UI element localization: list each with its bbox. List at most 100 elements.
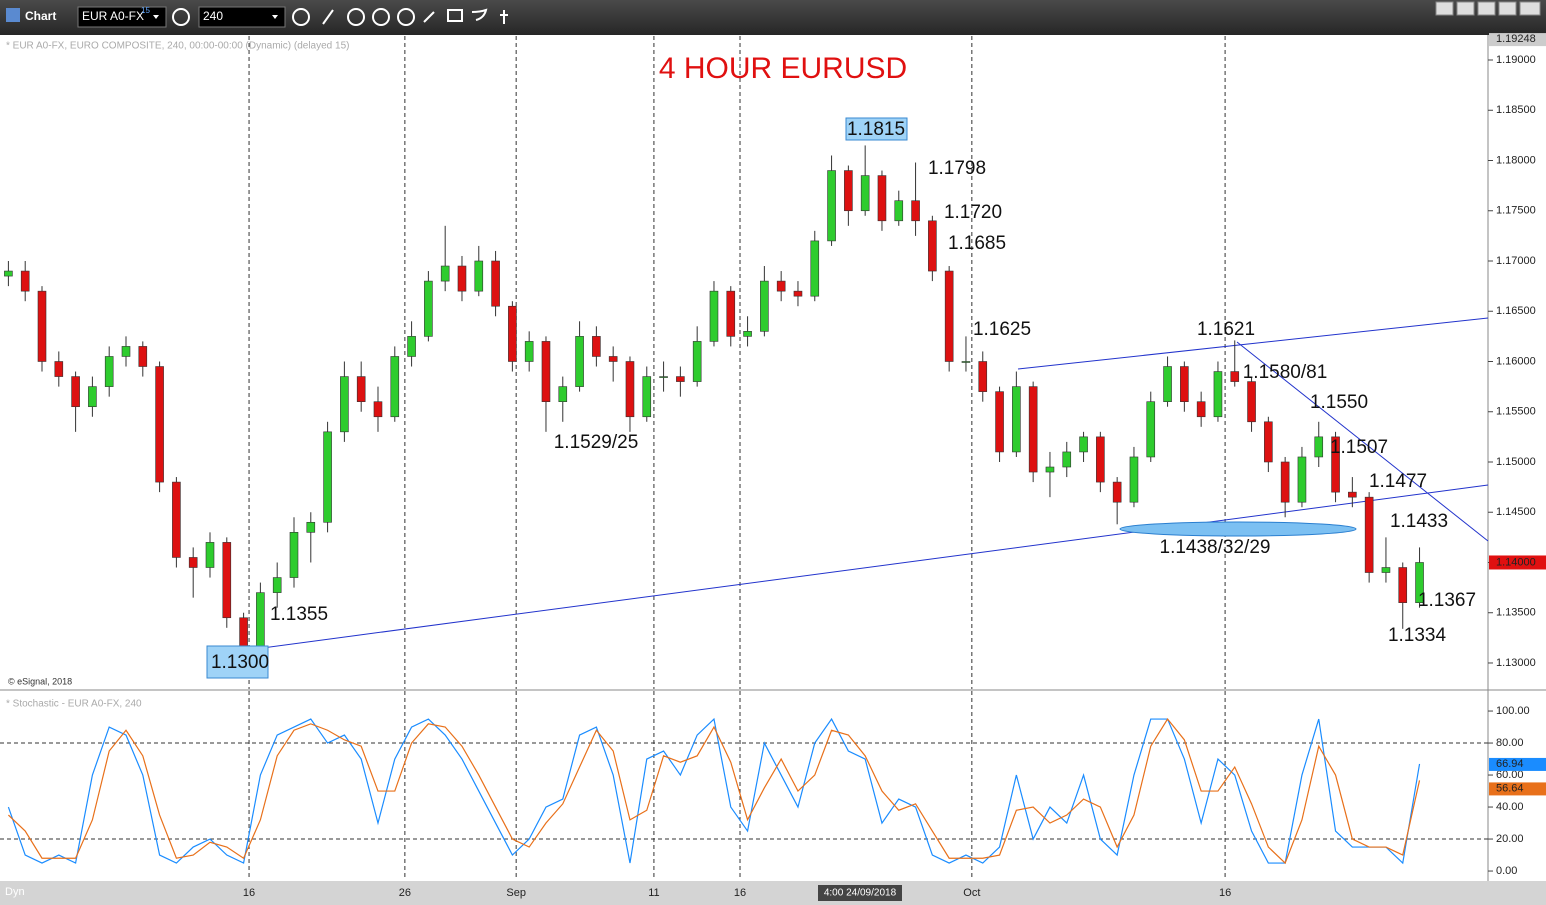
annotation: 1.1798 [928, 158, 986, 179]
candle-body [37, 290, 47, 362]
last-value-label: 56.64 [1496, 782, 1524, 794]
candle-body [289, 532, 299, 578]
candle-body [222, 542, 232, 619]
annotation: 1.1334 [1388, 625, 1447, 646]
symbol-box[interactable] [77, 6, 167, 28]
candle-body [272, 577, 282, 593]
candle-body [104, 356, 114, 387]
dropdown-arrow[interactable] [153, 15, 159, 19]
candle-body [1415, 562, 1424, 603]
annotation: 1.1685 [948, 233, 1006, 254]
candle-body [860, 175, 870, 212]
stoch-line [7, 717, 1421, 865]
candle-body [424, 280, 433, 337]
candle-body [71, 376, 80, 408]
cursor-label: 4:00 24/09/2018 [824, 888, 897, 899]
window-buttons[interactable] [1435, 1, 1541, 16]
last-value-bg [1489, 782, 1546, 796]
candle-body [172, 481, 181, 558]
candle-body [760, 280, 769, 332]
y-tick-label: 1.16000 [1496, 355, 1536, 367]
plot-background [0, 35, 1546, 881]
settings-icon[interactable] [172, 8, 190, 26]
candle-body [306, 521, 316, 533]
candle-body [608, 356, 618, 362]
y-tick-label: 40.00 [1496, 801, 1524, 813]
tool-icons[interactable] [322, 8, 508, 26]
candle-body [1331, 436, 1340, 493]
symbol-delay: 15 [141, 6, 150, 15]
candle-body [88, 386, 97, 408]
annotation: 1.1355 [270, 604, 328, 625]
y-tick-label: 1.17500 [1496, 205, 1536, 217]
candle-body [1213, 371, 1223, 418]
trend-line [1017, 317, 1489, 370]
y-tick-label: 1.19000 [1496, 54, 1536, 66]
interval[interactable]: 240 [203, 9, 223, 23]
toolbar-title: Chart [25, 9, 56, 23]
candle-body [692, 341, 702, 382]
candle-body [239, 617, 248, 649]
y-tick-label: 0.00 [1496, 865, 1517, 877]
candle-body [205, 542, 215, 568]
candle-body [323, 431, 332, 523]
candle-body [457, 265, 467, 292]
axis-top-bg [1489, 33, 1546, 47]
candle-body [524, 341, 534, 362]
candle-body [558, 386, 568, 402]
candle-body [928, 220, 937, 272]
annotation: 1.1367 [1418, 590, 1476, 611]
candle-body [508, 305, 517, 362]
candle-body [1146, 401, 1156, 458]
candle-body [138, 346, 148, 367]
candle-body [256, 592, 265, 649]
support-zone [1119, 521, 1357, 537]
symbol[interactable]: EUR A0-FX [82, 9, 144, 23]
candle-body [1062, 451, 1072, 468]
candle-body [1247, 381, 1256, 423]
interval-box[interactable] [198, 6, 286, 28]
last-value-bg [1489, 757, 1546, 771]
y-tick-label: 1.16500 [1496, 305, 1536, 317]
stoch-header: * Stochastic - EUR A0-FX, 240 [6, 699, 142, 710]
candle-body [20, 270, 30, 292]
candle-body [844, 170, 853, 212]
annotation: 1.1720 [944, 202, 1002, 223]
candle-body [676, 376, 685, 382]
annotation: 1.1477 [1369, 471, 1427, 492]
candle-body [810, 240, 820, 297]
annotation: 1.1815 [847, 119, 905, 140]
y-tick-label: 1.15000 [1496, 456, 1536, 468]
candle-body [1381, 567, 1391, 573]
chart-title: 4 HOUR EURUSD [659, 52, 907, 85]
candle-body [1163, 366, 1172, 402]
x-tick-label: 16 [243, 887, 255, 899]
y-tick-label: 80.00 [1496, 737, 1524, 749]
candle-body [995, 391, 1004, 453]
clock-icon[interactable] [292, 8, 310, 26]
candle-body [911, 200, 920, 222]
candle-body [121, 346, 131, 357]
axis-top-label: 1.19248 [1496, 33, 1536, 45]
candle-body [1096, 436, 1105, 483]
candle-body [575, 336, 584, 387]
chart-icon [6, 8, 20, 22]
x-tick-label: Sep [506, 887, 526, 899]
y-tick-label: 1.14500 [1496, 506, 1536, 518]
x-tick-label: 16 [734, 887, 746, 899]
candle-body [340, 376, 349, 433]
annotation: 1.1580/81 [1243, 362, 1328, 383]
trend-line [246, 484, 1489, 651]
candle-body [1230, 371, 1240, 382]
y-tick-label: 100.00 [1496, 705, 1530, 717]
candle-body [978, 361, 988, 392]
annotation-box [845, 117, 908, 141]
candle-body [1314, 436, 1324, 458]
candle-body [1264, 421, 1273, 463]
candle-body [474, 260, 484, 292]
candle-body [407, 336, 416, 357]
dropdown-arrow[interactable] [272, 15, 278, 19]
last-price-bg [1489, 555, 1546, 570]
annotation: 1.1300 [211, 652, 269, 673]
